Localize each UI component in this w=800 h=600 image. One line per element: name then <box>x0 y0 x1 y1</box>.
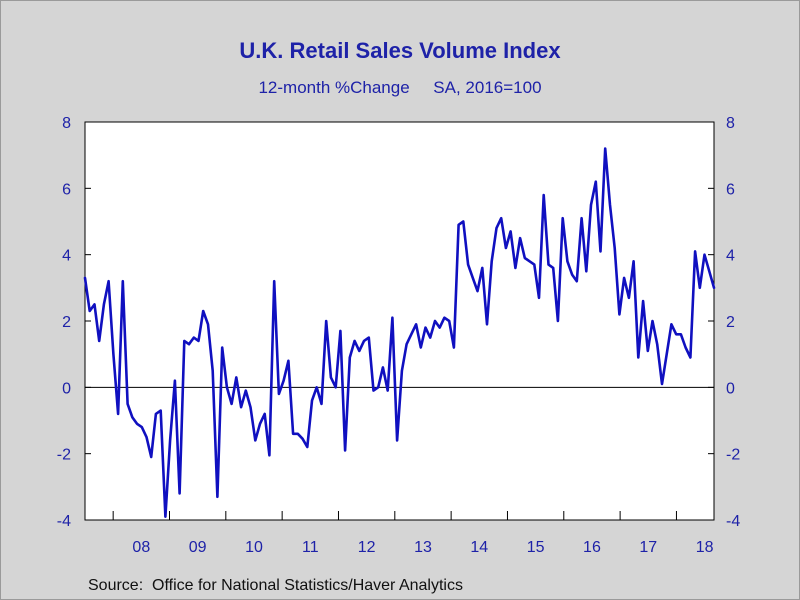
x-tick-label: 17 <box>639 539 657 556</box>
y-tick-label-left: -2 <box>57 447 71 464</box>
axes: 8 8 6 6 4 4 2 2 0 0 -2 -2 -4 -4 08 09 10 11 12 13 14 15 16 17 18 <box>57 115 741 556</box>
x-tick-label: 14 <box>470 539 488 556</box>
y-tick-label-left: 0 <box>62 380 71 397</box>
y-tick-label-right: -2 <box>726 447 740 464</box>
x-tick-label: 13 <box>414 539 432 556</box>
series-line <box>83 147 716 519</box>
chart-subtitle: 12-month %Change SA, 2016=100 <box>258 78 542 97</box>
y-tick-label-left: 2 <box>62 314 71 331</box>
y-tick-label-right: 4 <box>726 248 735 265</box>
y-tick-label-left: -4 <box>57 513 71 530</box>
x-tick-label: 12 <box>358 539 376 556</box>
chart-title: U.K. Retail Sales Volume Index <box>239 38 561 63</box>
source-note: Source: Office for National Statistics/H… <box>88 577 463 594</box>
y-tick-label-left: 8 <box>62 115 71 132</box>
y-tick-label-right: -4 <box>726 513 740 530</box>
y-tick-label-left: 6 <box>62 181 71 198</box>
x-tick-label: 18 <box>696 539 714 556</box>
series-layer <box>83 147 716 519</box>
x-tick-label: 10 <box>245 539 263 556</box>
x-tick-label: 08 <box>132 539 150 556</box>
x-tick-label: 16 <box>583 539 601 556</box>
y-tick-label-right: 8 <box>726 115 735 132</box>
y-tick-label-right: 6 <box>726 181 735 198</box>
x-tick-label: 15 <box>527 539 545 556</box>
x-tick-label: 11 <box>302 539 319 556</box>
y-tick-label-right: 2 <box>726 314 735 331</box>
y-tick-label-right: 0 <box>726 380 735 397</box>
x-tick-label: 09 <box>189 539 207 556</box>
y-tick-label-left: 4 <box>62 248 71 265</box>
